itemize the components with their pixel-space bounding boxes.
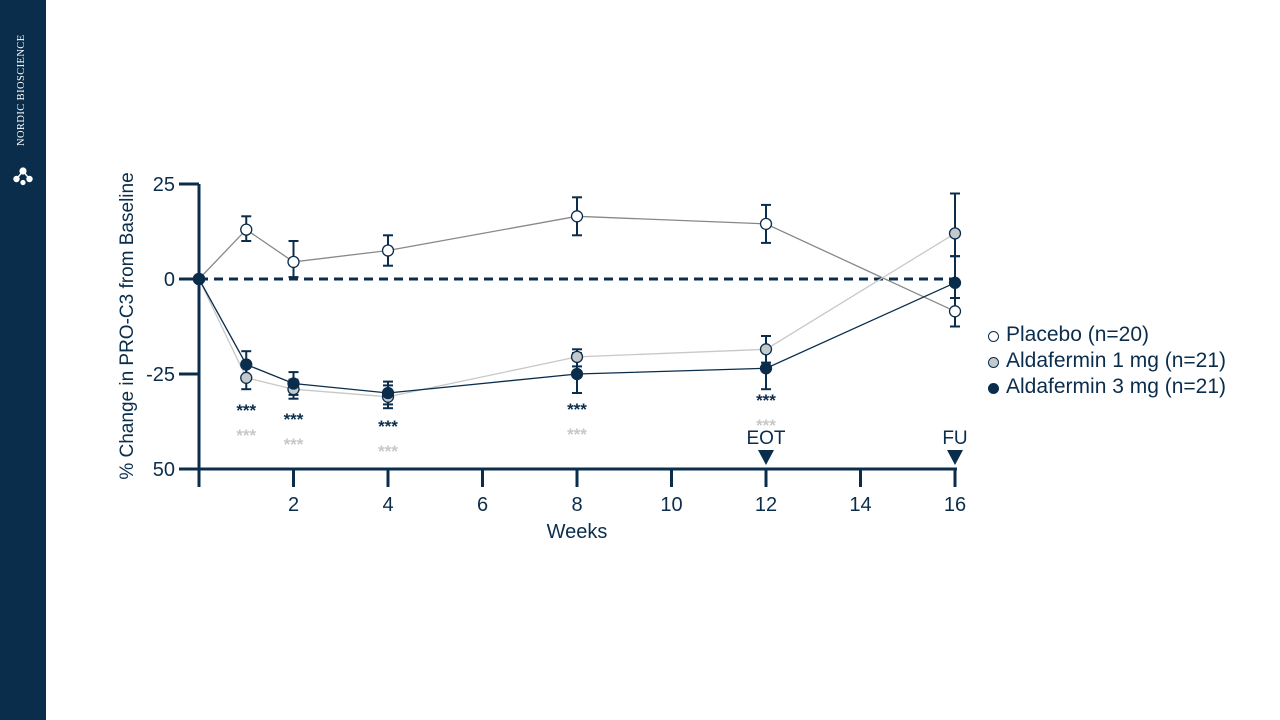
legend-label-aldafermin-1mg: Aldafermin 1 mg (n=21)	[1006, 349, 1227, 372]
chart-legend: Placebo (n=20) Aldafermin 1 mg (n=21) Al…	[988, 322, 1226, 400]
x-tick-label: 6	[477, 494, 488, 516]
timepoint-label-fu: FU	[942, 428, 967, 449]
legend-swatch-placebo	[988, 330, 999, 342]
x-tick-label: 14	[849, 494, 871, 516]
significance-label-3mg: ***	[236, 401, 256, 420]
timepoint-arrow-fu-icon	[947, 450, 963, 465]
data-point-aldafermin-1mg	[570, 350, 584, 364]
data-point-aldafermin-3mg	[570, 367, 584, 381]
significance-label-3mg: ***	[756, 391, 776, 410]
molecule-logo-icon	[13, 167, 33, 186]
error-bar-aldafermin-1mg	[950, 192, 960, 258]
significance-label-1mg: ***	[567, 425, 587, 444]
data-point-aldafermin-1mg	[948, 227, 962, 240]
timepoint-arrow-eot-icon	[758, 450, 774, 465]
y-axis-label: % Change in PRO-C3 from Baseline	[117, 172, 138, 479]
data-point-aldafermin-1mg	[759, 343, 773, 356]
legend-item-aldafermin-1mg: Aldafermin 1 mg (n=21)	[988, 348, 1226, 374]
y-tick-label: -25	[146, 364, 175, 386]
legend-swatch-aldafermin-3mg	[988, 382, 999, 394]
data-point-aldafermin-3mg	[759, 362, 773, 375]
legend-swatch-aldafermin-1mg	[988, 356, 999, 368]
legend-label-aldafermin-3mg: Aldafermin 3 mg (n=21)	[1006, 375, 1227, 398]
data-point-placebo	[759, 217, 773, 231]
chart-series-layer	[192, 192, 962, 410]
data-point-placebo	[381, 244, 395, 257]
significance-label-3mg: ***	[284, 410, 304, 429]
significance-label-1mg: ***	[284, 435, 304, 454]
y-tick-label: 0	[164, 269, 175, 291]
x-tick-label: 4	[382, 494, 393, 516]
significance-label-3mg: ***	[567, 400, 587, 419]
y-tick-label: 25	[153, 174, 175, 196]
timepoint-label-eot: EOT	[746, 428, 785, 449]
brand-sidebar: NORDIC BIOSCIENCE	[0, 0, 46, 720]
data-point-placebo	[570, 210, 584, 223]
x-tick-label: 12	[755, 494, 777, 516]
data-point-placebo	[948, 305, 962, 318]
data-point-placebo	[240, 223, 253, 236]
data-point-aldafermin-3mg	[240, 358, 253, 371]
x-axis-label: Weeks	[547, 521, 608, 543]
x-tick-label: 16	[944, 494, 966, 516]
legend-item-placebo: Placebo (n=20)	[988, 322, 1226, 348]
legend-label-placebo: Placebo (n=20)	[1006, 323, 1150, 346]
data-point-aldafermin-3mg	[192, 272, 206, 286]
x-tick-label: 10	[660, 494, 682, 516]
significance-label-3mg: ***	[378, 417, 398, 436]
data-point-aldafermin-3mg	[287, 377, 300, 390]
data-point-aldafermin-3mg	[381, 386, 395, 400]
legend-item-aldafermin-3mg: Aldafermin 3 mg (n=21)	[988, 374, 1226, 400]
brand-block: NORDIC BIOSCIENCE	[0, 20, 46, 186]
significance-label-1mg: ***	[756, 416, 776, 435]
data-point-aldafermin-3mg	[948, 276, 962, 289]
chart-annotation-layer: ******************************EOT FU	[236, 391, 968, 465]
significance-label-1mg: ***	[378, 442, 398, 461]
x-tick-label: 8	[571, 494, 582, 516]
significance-label-1mg: ***	[236, 426, 256, 445]
y-tick-label: 50	[153, 459, 175, 481]
data-point-placebo	[287, 255, 300, 269]
chart-axes: 25 0 -25 50 2 4 6 8 10 12 14 16	[146, 174, 966, 516]
x-tick-label: 2	[288, 494, 299, 516]
data-point-aldafermin-1mg	[240, 371, 253, 384]
